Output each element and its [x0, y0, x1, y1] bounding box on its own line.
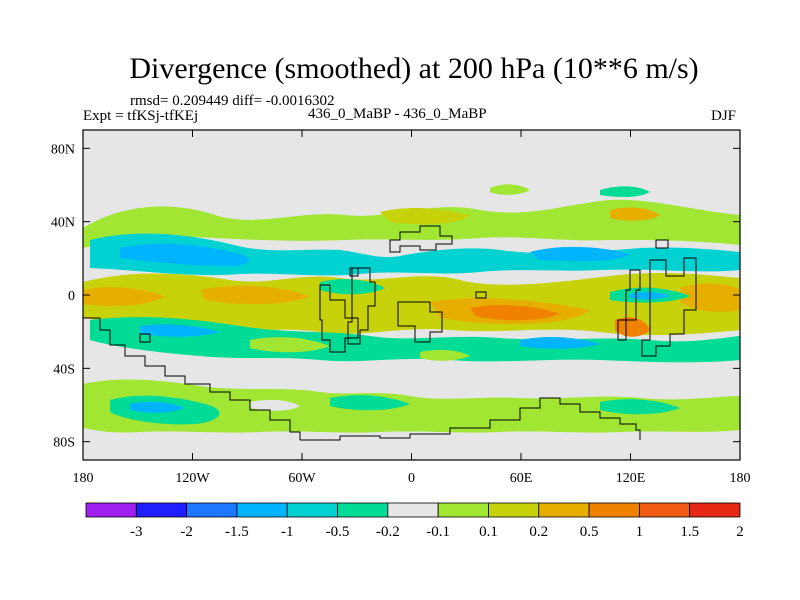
contour-region — [490, 184, 530, 195]
colorbar-label: -2 — [180, 524, 193, 540]
colorbar-label: 0.5 — [580, 524, 599, 540]
contour-region — [83, 379, 740, 433]
stats-text: rmsd= 0.209449 diff= -0.0016302 — [130, 93, 335, 109]
colorbar-swatch — [186, 502, 238, 518]
contour-region — [420, 349, 470, 361]
colorbar-swatch — [85, 502, 137, 518]
contour-field — [83, 184, 740, 433]
colorbar-swatch — [588, 502, 640, 518]
colorbar-swatch — [387, 502, 439, 518]
coastline-europe — [389, 225, 453, 253]
y-axis: 80N 40N 0 40S 80S — [51, 142, 740, 451]
contour-region — [600, 399, 680, 415]
comparison-text: 436_0_MaBP - 436_0_MaBP — [308, 106, 487, 122]
coastline-island — [475, 291, 487, 299]
coastline-greenland — [349, 267, 359, 277]
contour-region — [120, 243, 249, 266]
x-tick-label: 60E — [510, 471, 533, 486]
colorbar-label: -0.5 — [326, 524, 350, 540]
colorbar-swatch — [135, 502, 188, 518]
coastline-south-america — [319, 284, 359, 353]
colorbar-label: 1 — [636, 524, 644, 540]
experiment-text: Expt = tfKSj-tfKEj — [83, 108, 199, 124]
contour-region — [83, 287, 165, 306]
coastlines — [83, 225, 697, 441]
coastline-island — [139, 333, 151, 343]
colorbar-label: 1.5 — [680, 524, 699, 540]
coastline-australia — [641, 257, 697, 357]
coastline-island — [655, 239, 669, 249]
x-tick-label: 120E — [616, 471, 646, 486]
contour-region — [90, 233, 740, 276]
colorbar-label: -3 — [130, 524, 143, 540]
y-tick-label: 40N — [51, 216, 75, 231]
x-axis: 180 120W 60W 0 60E 120E 180 — [73, 130, 751, 486]
y-tick-label: 80N — [51, 142, 75, 157]
colorbar-swatch — [236, 502, 288, 518]
contour-region — [520, 337, 600, 349]
contour-region — [250, 399, 300, 411]
contour-region — [680, 283, 740, 312]
contour-region — [530, 246, 630, 262]
colorbar-label: -0.2 — [376, 524, 400, 540]
colorbar-swatch — [488, 502, 540, 518]
colorbar-swatch — [437, 502, 489, 518]
colorbar-swatch — [286, 502, 338, 518]
colorbar-label: -1.5 — [225, 524, 249, 540]
coastline-america — [83, 317, 301, 440]
y-tick-label: 40S — [53, 362, 75, 377]
colorbar-swatch — [638, 502, 691, 518]
coastline-antarctica — [300, 397, 641, 441]
colorbar — [85, 502, 741, 518]
coastline-asia — [617, 269, 641, 341]
x-tick-label: 120W — [175, 471, 210, 486]
colorbar-swatch — [689, 502, 741, 518]
x-tick-label: 0 — [408, 471, 415, 486]
colorbar-label: 0.2 — [529, 524, 548, 540]
contour-region — [250, 337, 330, 353]
contour-region — [330, 395, 410, 411]
y-tick-label: 80S — [53, 436, 75, 451]
contour-region — [200, 285, 310, 305]
colorbar-swatch — [337, 502, 389, 518]
colorbar-labels: -3 -2 -1.5 -1 -0.5 -0.2 -0.1 0.1 0.2 0.5 1 1.5 2 — [130, 524, 744, 540]
contour-region — [470, 305, 560, 321]
x-tick-label: 60W — [288, 471, 316, 486]
colorbar-swatch — [538, 502, 590, 518]
coastline-africa — [347, 267, 376, 345]
plot-title: Divergence (smoothed) at 200 hPa (10**6 … — [129, 52, 699, 85]
season-text: DJF — [711, 108, 737, 124]
contour-region — [610, 207, 660, 221]
contour-region — [600, 186, 650, 197]
colorbar-label: -0.1 — [426, 524, 450, 540]
colorbar-label: 2 — [736, 524, 744, 540]
y-tick-label: 0 — [68, 289, 75, 304]
contour-region — [130, 401, 185, 413]
x-tick-label: 180 — [73, 471, 94, 486]
contour-region — [615, 317, 650, 337]
colorbar-label: 0.1 — [479, 524, 498, 540]
contour-region — [380, 208, 470, 225]
colorbar-label: -1 — [281, 524, 294, 540]
x-tick-label: 180 — [730, 471, 751, 486]
coastline-africa-east — [397, 301, 443, 343]
contour-region — [140, 324, 220, 337]
